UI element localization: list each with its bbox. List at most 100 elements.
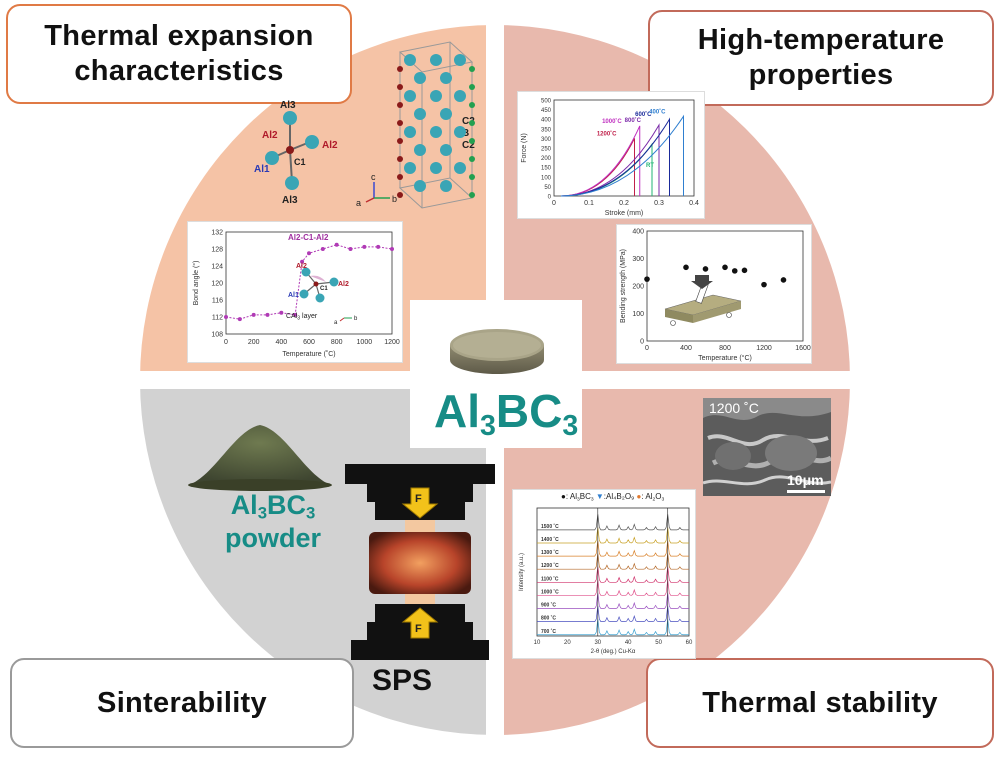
inset-axis-a bbox=[339, 317, 345, 322]
support-right bbox=[726, 312, 732, 318]
series-label: 1100 ˚C bbox=[541, 575, 559, 582]
atom-c bbox=[397, 120, 403, 126]
formula-bc: BC bbox=[495, 385, 563, 437]
atom-al bbox=[454, 162, 466, 174]
x-tick-label: 1200 bbox=[384, 339, 400, 346]
x-tick-label: 0 bbox=[645, 345, 649, 352]
title-line-2: characteristics bbox=[74, 55, 284, 87]
sem-micrograph: 1200 ˚C 10μm bbox=[703, 398, 831, 496]
title-line-1: High-temperature bbox=[697, 24, 945, 57]
xrd-legend: ●: Al3BC3 ▼:Al₄B₂O₉ ●: Al2O3 bbox=[561, 492, 664, 502]
series-label: 1200˚C bbox=[597, 130, 617, 137]
y-tick-label: 132 bbox=[211, 230, 223, 237]
axes-indicator: c a b bbox=[356, 172, 397, 208]
lg3-d: 3 bbox=[661, 497, 665, 503]
legend-label-1: : Al3BC3 bbox=[565, 492, 594, 503]
y-tick-label: 108 bbox=[211, 332, 223, 339]
title-thermal-expansion: Thermal expansion characteristics bbox=[6, 4, 352, 104]
plot-frame bbox=[646, 230, 804, 342]
specimen-front bbox=[665, 309, 693, 323]
y-tick-label: 300 bbox=[632, 256, 644, 263]
y-tick-label: 200 bbox=[541, 156, 552, 162]
label-al1: Al1 bbox=[254, 164, 270, 175]
formula-al: Al bbox=[434, 385, 480, 437]
sps-label: SPS bbox=[372, 664, 433, 697]
xrd-pattern bbox=[537, 527, 689, 544]
pw-3b: 3 bbox=[306, 503, 316, 523]
x-axis-label: Temperature (˚C) bbox=[282, 350, 335, 358]
x-tick-label: 400 bbox=[680, 345, 692, 352]
atom-al bbox=[454, 90, 466, 102]
formula-sub-3: 3 bbox=[480, 409, 496, 442]
xrd-pattern bbox=[537, 540, 689, 557]
x-tick-label: 10 bbox=[534, 640, 541, 646]
y-tick-label: 400 bbox=[632, 229, 644, 236]
atom-al2-right bbox=[305, 135, 319, 149]
atom-al bbox=[404, 126, 416, 138]
series-label: 800˚C bbox=[625, 117, 642, 124]
y-tick-label: 250 bbox=[541, 147, 552, 153]
pw-bc: BC bbox=[267, 490, 306, 520]
label-c2-top: C2 bbox=[462, 116, 475, 127]
inset-atom-al2-b bbox=[329, 277, 339, 287]
inset-atom-al2-a bbox=[301, 267, 311, 277]
atom-b bbox=[469, 138, 475, 144]
title-thermal-stability: Thermal stability bbox=[646, 658, 994, 748]
x-tick-label: 0.4 bbox=[689, 200, 699, 207]
x-tick-label: 40 bbox=[625, 640, 632, 646]
atom-b bbox=[469, 102, 475, 108]
xrd-pattern bbox=[537, 618, 689, 636]
data-point bbox=[376, 244, 381, 249]
specimen-side bbox=[693, 301, 741, 323]
xrd-pattern bbox=[537, 514, 689, 531]
atom-c1 bbox=[286, 146, 294, 154]
y-tick-label: 100 bbox=[541, 175, 552, 181]
plot-frame bbox=[553, 99, 695, 197]
series-label: 1300 ˚C bbox=[541, 549, 559, 556]
label-al3-bottom: Al3 bbox=[282, 195, 298, 206]
title-sinterability: Sinterability bbox=[10, 658, 354, 748]
label-al2-left: Al2 bbox=[262, 130, 278, 141]
legend-dot-2: ▼ bbox=[595, 492, 604, 501]
lg3-b: 2 bbox=[652, 497, 656, 503]
atom-al bbox=[414, 144, 426, 156]
data-point bbox=[731, 268, 738, 274]
title-text: Sinterability bbox=[97, 686, 267, 719]
layer-label: CAl3 layer bbox=[286, 313, 318, 322]
y-tick-label: 200 bbox=[632, 284, 644, 291]
xrd-chart: 10 20 30 40 50 60 2-θ (deg.) Cu-Kα Intensity (a… bbox=[519, 507, 693, 655]
data-point bbox=[348, 247, 353, 251]
atom-c bbox=[397, 174, 403, 180]
series-label: 1000 ˚C bbox=[541, 588, 559, 595]
label-al3-top: Al3 bbox=[280, 100, 296, 111]
inset-atom-al1 bbox=[299, 289, 309, 299]
x-tick-label: 50 bbox=[655, 640, 662, 646]
atom-al bbox=[414, 108, 426, 120]
data-point bbox=[722, 264, 728, 271]
label-al2-right: Al2 bbox=[322, 140, 338, 151]
plot-frame bbox=[536, 507, 690, 637]
legend-label-2: :Al₄B₂O₉ bbox=[603, 492, 635, 501]
atom-al bbox=[440, 108, 452, 120]
y-tick-label: 128 bbox=[211, 247, 223, 254]
y-tick-label: 0 bbox=[640, 339, 644, 346]
force-arrow-down bbox=[401, 487, 439, 519]
series-label: 900 ˚C bbox=[541, 602, 556, 609]
title-line-1: Thermal expansion bbox=[44, 20, 314, 53]
lg1-b: 3 bbox=[576, 497, 580, 503]
x-tick-label: 1000 bbox=[357, 339, 373, 346]
atom-al bbox=[430, 90, 442, 102]
bond-angle-chart: 0 200 400 600 800 1000 1200 108 112 116 120 124 128 1… bbox=[192, 230, 400, 359]
atom-b bbox=[469, 156, 475, 162]
atom-al bbox=[404, 162, 416, 174]
load-arrow bbox=[691, 275, 713, 289]
data-point bbox=[702, 266, 709, 272]
atom-c bbox=[397, 66, 403, 72]
x-tick-label: 0.3 bbox=[654, 200, 664, 207]
force-arrow-up bbox=[401, 607, 439, 639]
center-sample-card: Al3BC3 bbox=[410, 300, 582, 448]
series-label: 400˚C bbox=[649, 108, 666, 115]
atom-al bbox=[440, 144, 452, 156]
data-point bbox=[224, 315, 228, 319]
atom-c bbox=[397, 84, 403, 90]
